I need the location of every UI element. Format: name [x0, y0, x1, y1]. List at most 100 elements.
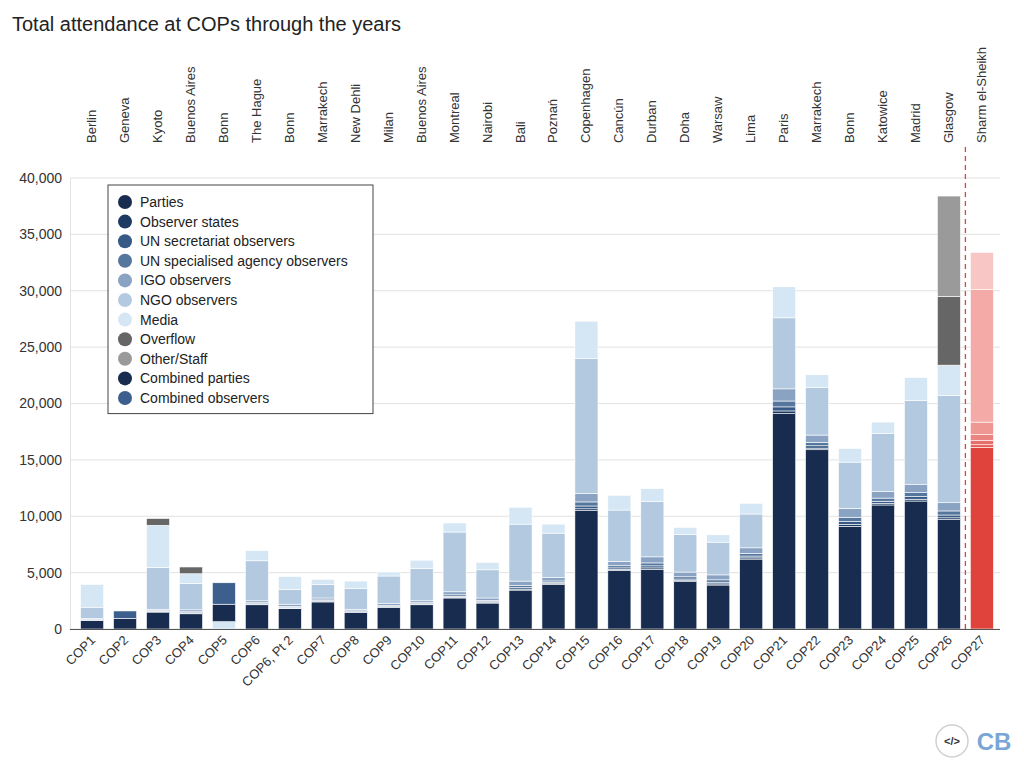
legend-box	[108, 185, 373, 414]
bar-segment	[114, 611, 137, 618]
y-tick: 5,000	[27, 565, 70, 581]
bar-segment	[311, 579, 334, 584]
bar-segment	[377, 572, 400, 573]
y-tick-label: 40,000	[19, 170, 62, 186]
x-tick-label: COP4	[161, 633, 197, 669]
location-label: Berlin	[84, 110, 99, 143]
x-tick: COP14	[519, 629, 560, 673]
bar-segment	[806, 374, 829, 375]
location-label: Paris	[776, 113, 791, 143]
bar-segment	[608, 510, 631, 561]
bar-segment	[674, 528, 697, 535]
bar-segment	[476, 602, 499, 604]
bar-segment	[871, 498, 894, 501]
x-tick: COP22	[782, 629, 823, 673]
location-label: Lima	[743, 114, 758, 143]
bar-segment	[839, 448, 862, 449]
series-10	[114, 583, 236, 619]
bar-segment	[871, 491, 894, 498]
bar-segment	[476, 570, 499, 598]
bar-segment	[179, 613, 202, 614]
legend-label: IGO observers	[140, 272, 231, 288]
bar-segment	[937, 196, 960, 197]
legend-swatch	[118, 195, 132, 209]
bar-segment	[245, 561, 268, 601]
series-8	[937, 196, 960, 296]
bar-segment	[245, 605, 268, 629]
bar-segment	[377, 572, 400, 573]
bar-segment	[410, 569, 433, 601]
y-tick-label: 10,000	[19, 508, 62, 524]
x-tick: COP7	[293, 629, 329, 668]
bar-segment	[179, 566, 202, 567]
bar-segment	[81, 584, 104, 585]
bar-segment	[542, 524, 565, 525]
bar-segment	[410, 560, 433, 561]
location-label: Bali	[513, 121, 528, 143]
bar-segment	[146, 518, 169, 519]
bar-segment	[707, 585, 730, 629]
bar-segment	[937, 196, 960, 197]
x-tick-label: COP6, Pt 2	[239, 633, 296, 690]
bar-segment	[707, 535, 730, 542]
bar-segment	[344, 612, 367, 613]
location-label: Madrid	[908, 103, 923, 143]
bar-segment	[575, 502, 598, 506]
legend-label: Combined observers	[140, 390, 269, 406]
x-tick: COP1	[63, 629, 99, 668]
series-9	[114, 604, 236, 629]
x-tick: COP27	[947, 629, 988, 673]
x-tick-label: COP24	[848, 633, 889, 674]
y-tick-label: 20,000	[19, 395, 62, 411]
bar-segment	[542, 524, 565, 533]
x-tick-label: COP21	[750, 633, 791, 674]
bar-segment	[937, 515, 960, 518]
location-label: Geneva	[117, 97, 132, 143]
bar-segment	[311, 579, 334, 580]
bar-segment	[476, 603, 499, 629]
bar-segment	[146, 611, 169, 612]
bar-segment	[443, 523, 466, 524]
bar-segment	[509, 585, 532, 587]
location-label: Sharm el-Sheikh	[974, 47, 989, 143]
bar-segment	[410, 560, 433, 568]
bar-segment	[904, 377, 927, 378]
bar-segment	[773, 401, 796, 407]
bar-segment	[937, 503, 960, 511]
bar-segment	[904, 485, 927, 493]
bar-segment	[970, 252, 993, 253]
bar-segment	[245, 603, 268, 605]
bar-segment	[641, 488, 664, 489]
bar-segment	[509, 507, 532, 524]
bar-segment	[740, 503, 763, 504]
bar-segment	[476, 562, 499, 569]
bar-segment	[377, 607, 400, 608]
bar-segment	[937, 520, 960, 629]
bar-segment	[740, 553, 763, 556]
x-tick: COP2	[96, 629, 132, 668]
bar-segment	[904, 493, 927, 497]
bar-segment	[674, 577, 697, 579]
bar-segment	[839, 526, 862, 629]
bar-segment	[871, 433, 894, 491]
x-tick: COP6, Pt 2	[239, 629, 296, 690]
bar-segment	[575, 494, 598, 502]
bar-segment	[311, 579, 334, 580]
bar-segment	[245, 550, 268, 551]
x-tick-label: COP10	[387, 633, 428, 674]
bar-segment	[81, 584, 104, 585]
bar-segment	[410, 605, 433, 629]
bar-segment	[707, 534, 730, 535]
bar-segment	[970, 290, 993, 422]
bar-segment	[509, 524, 532, 581]
bar-segment	[839, 508, 862, 517]
bar-segment	[344, 613, 367, 629]
location-label: Bonn	[282, 113, 297, 143]
legend-swatch	[118, 254, 132, 268]
bar-segment	[509, 590, 532, 629]
x-tick: COP11	[421, 629, 461, 673]
x-tick-label: COP8	[326, 633, 362, 669]
y-tick-label: 30,000	[19, 283, 62, 299]
bar-segment	[806, 450, 829, 629]
bar-segment	[904, 377, 927, 378]
